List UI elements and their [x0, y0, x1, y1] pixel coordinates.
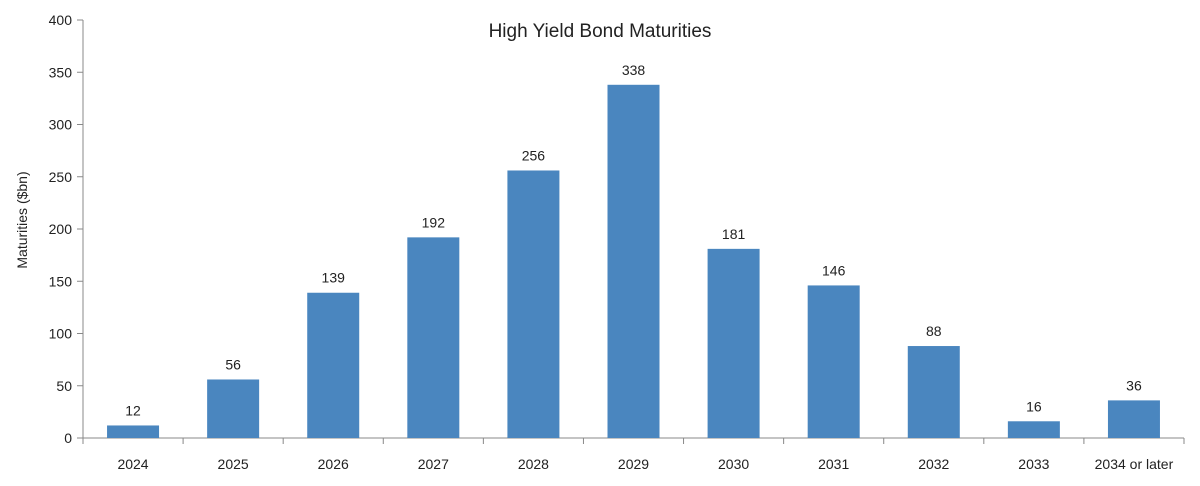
- y-tick-label: 200: [49, 221, 73, 237]
- bar-value-label: 36: [1126, 377, 1142, 393]
- x-tick-label: 2034 or later: [1095, 456, 1174, 472]
- x-tick-label: 2033: [1018, 456, 1049, 472]
- x-tick-label: 2027: [418, 456, 449, 472]
- y-tick-label: 400: [49, 12, 73, 28]
- bar-2031: [807, 285, 860, 438]
- bar-2024: [107, 425, 160, 438]
- bar-value-label: 56: [225, 356, 241, 372]
- bar-value-label: 192: [422, 214, 446, 230]
- y-tick-label: 250: [49, 169, 73, 185]
- bar-value-label: 181: [722, 226, 746, 242]
- bar-series: [107, 84, 1160, 439]
- x-tick-label: 2029: [618, 456, 649, 472]
- bar-value-label: 146: [822, 262, 846, 278]
- bar-2033: [1007, 421, 1060, 438]
- y-axis: 0 50 100 150 200 250 300 350 400: [49, 12, 84, 446]
- x-axis: 2024 2025 2026 2027 2028 2029 2030 2031 2032 2033…: [82, 437, 1185, 472]
- y-tick-label: 50: [56, 378, 72, 394]
- bar-value-label: 338: [622, 62, 646, 78]
- bar-2032: [907, 346, 960, 438]
- bar-value-label: 256: [522, 147, 546, 163]
- x-tick-label: 2032: [918, 456, 949, 472]
- y-axis-label: Maturities ($bn): [14, 171, 30, 268]
- y-tick-label: 300: [49, 117, 73, 133]
- bar-value-label: 12: [125, 402, 141, 418]
- chart-title: High Yield Bond Maturities: [489, 21, 712, 42]
- y-tick-label: 350: [49, 64, 73, 80]
- bar-value-label: 88: [926, 323, 942, 339]
- data-labels: 12 56 139 192 256 338 181 146 88 16 36: [125, 62, 1142, 419]
- bar-2026: [307, 292, 360, 438]
- x-tick-label: 2028: [518, 456, 549, 472]
- x-tick-label: 2030: [718, 456, 749, 472]
- x-tick-label: 2031: [818, 456, 849, 472]
- bar-value-label: 139: [322, 270, 346, 286]
- x-tick-label: 2025: [218, 456, 249, 472]
- y-tick-label: 0: [64, 430, 72, 446]
- bar-2029: [607, 84, 660, 438]
- y-tick-label: 150: [49, 273, 73, 289]
- bar-value-label: 16: [1026, 398, 1042, 414]
- bar-2025: [207, 379, 260, 438]
- x-tick-label: 2026: [318, 456, 349, 472]
- bar-2034-or-later: [1107, 400, 1160, 438]
- x-tick-label: 2024: [117, 456, 148, 472]
- y-tick-label: 100: [49, 326, 73, 342]
- bar-2030: [707, 248, 760, 438]
- bar-2027: [407, 237, 460, 438]
- bar-2028: [507, 170, 560, 439]
